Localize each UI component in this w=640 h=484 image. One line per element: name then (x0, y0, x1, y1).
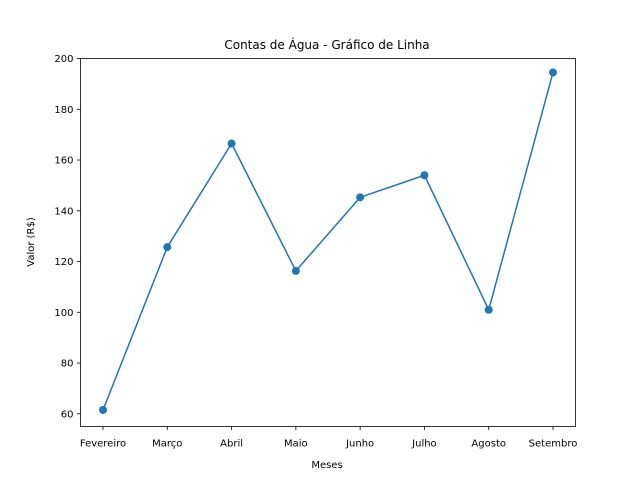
y-tick-label: 80 (61, 359, 74, 370)
data-point (99, 406, 107, 415)
data-point (420, 171, 429, 180)
x-tick-label: Abril (220, 439, 243, 450)
data-point (163, 243, 172, 252)
x-axis-label: Meses (311, 460, 342, 471)
plot-frame (80, 58, 576, 427)
data-point (549, 68, 557, 77)
data-point (291, 266, 300, 275)
data-point (356, 193, 365, 202)
x-tick-label: Fevereiro (80, 439, 126, 450)
x-tick-label: Maio (284, 439, 308, 450)
y-tick-label: 160 (54, 156, 73, 167)
y-tick-label: 180 (54, 105, 73, 116)
chart-title: Contas de Água - Gráfico de Linha (224, 37, 429, 52)
y-axis: 60 80 100 120 140 160 180 200 (54, 54, 81, 420)
x-tick-label: Julho (411, 439, 437, 450)
y-tick-label: 200 (54, 54, 73, 65)
x-tick-label: Junho (345, 439, 374, 450)
data-point (227, 139, 236, 148)
x-axis: Fevereiro Março Abril Maio Junho Julho Agosto S… (80, 426, 578, 450)
y-tick-label: 60 (61, 409, 74, 420)
x-tick-label: Agosto (471, 439, 506, 450)
plot-area (99, 68, 557, 415)
x-tick-label: Março (152, 439, 182, 450)
y-tick-label: 120 (54, 257, 73, 268)
series-line (102, 71, 554, 411)
x-tick-label: Setembro (529, 439, 578, 450)
y-axis-label: Valor (R$) (26, 217, 37, 267)
y-tick-label: 100 (54, 308, 73, 319)
data-point (484, 305, 493, 314)
y-tick-label: 140 (54, 206, 73, 217)
